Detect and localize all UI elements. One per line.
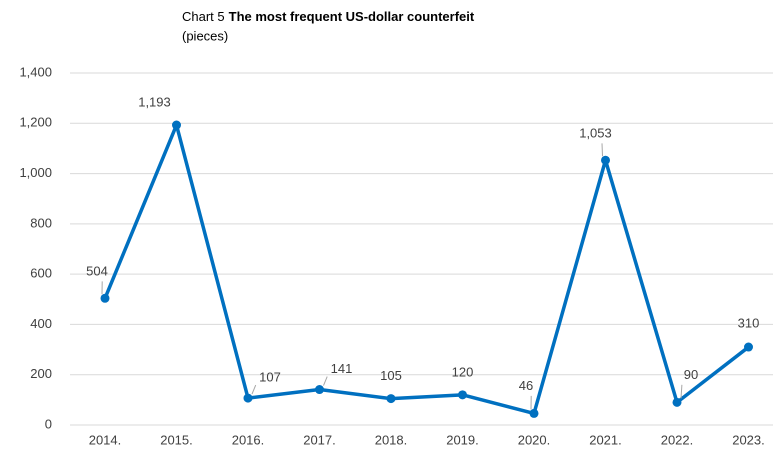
data-point [172, 120, 181, 130]
data-label: 504 [86, 264, 108, 279]
x-tick-label: 2017. [303, 432, 336, 447]
data-point [458, 390, 467, 400]
x-tick-label: 2014. [89, 432, 122, 447]
data-label: 90 [684, 367, 698, 382]
data-label: 141 [331, 361, 353, 376]
leader-line [251, 384, 257, 395]
leader-line [601, 143, 603, 157]
x-tick-label: 2016. [232, 432, 265, 447]
data-point [243, 393, 253, 403]
chart-title: Chart 5 The most frequent US-dollar count… [182, 9, 475, 24]
title-label: Chart 5 [182, 9, 225, 24]
data-point [315, 385, 324, 395]
x-tick-label: 2023. [732, 432, 765, 447]
x-tick-label: 2019. [446, 432, 479, 447]
y-tick-label: 0 [45, 416, 52, 431]
data-label: 105 [380, 368, 402, 383]
series-line [103, 123, 750, 416]
x-tick-label: 2021. [589, 432, 622, 447]
data-point [601, 155, 610, 165]
x-tick-label: 2018. [375, 432, 408, 447]
y-tick-label: 1,200 [19, 115, 52, 130]
data-label: 1,193 [138, 94, 171, 109]
y-tick-label: 600 [30, 266, 52, 281]
y-tick-label: 400 [30, 316, 52, 331]
x-tick-label: 2020. [518, 432, 551, 447]
data-label: 1,053 [579, 126, 612, 141]
data-label: 107 [259, 370, 281, 385]
x-tick-label: 2015. [160, 432, 193, 447]
data-label: 120 [452, 364, 474, 379]
y-tick-label: 200 [30, 366, 52, 381]
data-point [672, 397, 682, 407]
data-point [744, 342, 753, 352]
data-label: 46 [519, 378, 533, 393]
data-point [529, 408, 539, 418]
data-point [100, 293, 110, 303]
data-point [386, 394, 396, 404]
y-tick-label: 800 [30, 215, 52, 230]
title-text: The most frequent US-dollar counterfeit [229, 9, 475, 24]
data-label: 310 [738, 315, 760, 330]
leader-line [680, 384, 683, 399]
x-tick-label: 2022. [661, 432, 694, 447]
y-tick-label: 1,000 [19, 165, 52, 180]
leader-line [323, 376, 328, 386]
y-tick-label: 1,400 [19, 64, 52, 79]
chart-subtitle: (pieces) [182, 28, 228, 43]
